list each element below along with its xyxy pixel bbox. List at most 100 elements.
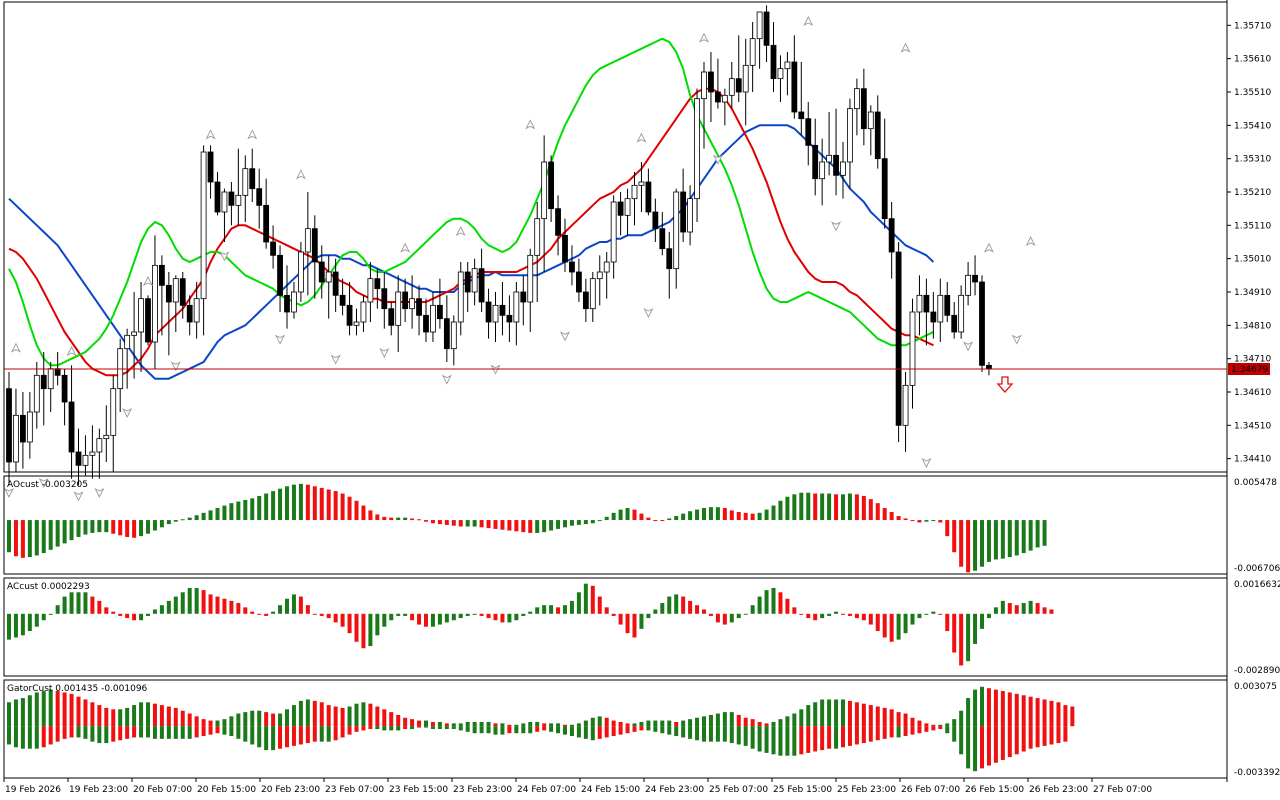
ao-bar — [986, 520, 991, 562]
gator-upper-bar — [910, 717, 915, 727]
gator-upper-bar — [76, 696, 81, 727]
gator-upper-bar — [1007, 692, 1012, 727]
candle — [916, 275, 923, 336]
ac-bar — [993, 607, 998, 614]
candle-body-bull — [47, 368, 54, 390]
ac-bar — [736, 613, 741, 619]
ao-bar — [410, 518, 415, 521]
ao-bar — [125, 520, 130, 537]
gator-lower-bar — [486, 726, 491, 734]
gator-lower-bar — [285, 726, 289, 748]
ac-panel: ACcust 0.0002293 0.0016632 -0.0028904 — [7, 580, 1280, 676]
ac-bar — [986, 613, 991, 619]
ao-bar — [83, 520, 88, 535]
fractal-up-icon — [247, 129, 258, 140]
ao-bar — [55, 520, 60, 547]
ac-bar — [1000, 600, 1005, 614]
candle-body-bull — [131, 331, 138, 336]
candle — [68, 365, 75, 479]
gator-lower-bar — [1014, 726, 1019, 755]
candle — [207, 145, 214, 199]
gator-lower-bar — [48, 726, 53, 745]
candle — [311, 215, 318, 299]
candle — [666, 232, 673, 299]
gator-upper-bar — [194, 716, 199, 727]
gator-lower-bar — [945, 726, 950, 734]
gator-lower-bar — [451, 726, 456, 729]
gator-lower-bar — [90, 726, 95, 742]
fractal-down-icon — [94, 487, 105, 499]
gator-upper-bar — [820, 699, 825, 727]
candle-body-bear — [715, 91, 721, 103]
gator-upper-bar — [611, 720, 616, 727]
ao-bar — [201, 512, 206, 521]
ac-bar — [187, 587, 192, 614]
ac-bar — [542, 605, 547, 614]
candle-body-bull — [360, 301, 367, 323]
gator-lower-bar — [632, 726, 637, 732]
ao-bar — [583, 520, 588, 525]
gator-lower-bar — [611, 726, 616, 737]
ao-bar — [882, 507, 887, 521]
ac-bar — [653, 609, 658, 614]
candle-body-bull — [534, 218, 541, 256]
gator-upper-bar — [354, 703, 359, 727]
ao-bar — [556, 520, 561, 529]
fractal-up-icon — [142, 275, 154, 287]
gator-lower-bar — [298, 726, 303, 745]
ao-bar — [424, 520, 428, 522]
gator-upper-bar — [986, 688, 991, 727]
gator-lower-bar — [173, 726, 178, 739]
ao-bar — [159, 520, 164, 528]
ao-bar — [382, 516, 387, 521]
ma-red-line — [8, 87, 934, 377]
gator-upper-bar — [507, 724, 512, 727]
gator-upper-bar — [563, 724, 567, 727]
gator-upper-bar — [757, 721, 762, 727]
candle-body-bear — [569, 261, 575, 273]
gator-upper-bar — [125, 707, 130, 727]
candle — [26, 392, 33, 459]
candle — [645, 168, 652, 216]
gator-lower-bar — [542, 726, 547, 731]
gator-lower-bar — [993, 726, 998, 763]
fractal-down-icon — [379, 347, 390, 359]
ac-bar — [375, 613, 380, 636]
gator-lower-bar — [125, 726, 130, 739]
candle-body-bear — [680, 191, 687, 233]
gator-upper-bar — [590, 717, 595, 727]
gator-lower-bar — [514, 726, 519, 734]
ac-bar — [76, 592, 81, 614]
gator-upper-bar — [146, 702, 150, 727]
candle — [617, 192, 624, 236]
gator-upper-bar — [556, 723, 561, 727]
ao-scale-max: 0.005478 — [1234, 478, 1277, 488]
ac-bar — [632, 613, 637, 638]
ac-bar — [674, 594, 679, 614]
gator-upper-bar — [903, 713, 908, 727]
candle-body-bull — [777, 68, 784, 80]
candle — [172, 275, 179, 332]
candle — [902, 372, 909, 452]
gator-lower-bar — [639, 726, 644, 731]
ao-bar — [889, 512, 894, 521]
candle — [888, 202, 895, 279]
fractal-down-icon — [643, 307, 654, 319]
fractal-up-icon — [636, 132, 647, 143]
ao-bar — [1021, 520, 1026, 554]
ao-bar — [146, 520, 150, 534]
gator-lower-bar — [799, 726, 804, 755]
candle — [680, 168, 687, 242]
gator-upper-bar — [111, 709, 116, 727]
candle — [339, 278, 346, 316]
ac-bar — [854, 613, 859, 619]
gator-lower-bar — [166, 726, 171, 739]
ac-bar — [715, 613, 720, 623]
gator-lower-bar — [1021, 726, 1026, 752]
ac-bar — [111, 611, 116, 614]
ao-bar — [194, 515, 199, 521]
ao-bar — [966, 520, 971, 573]
gator-lower-bar — [583, 726, 588, 739]
candle — [513, 282, 520, 346]
candle-body-bear — [833, 154, 839, 176]
